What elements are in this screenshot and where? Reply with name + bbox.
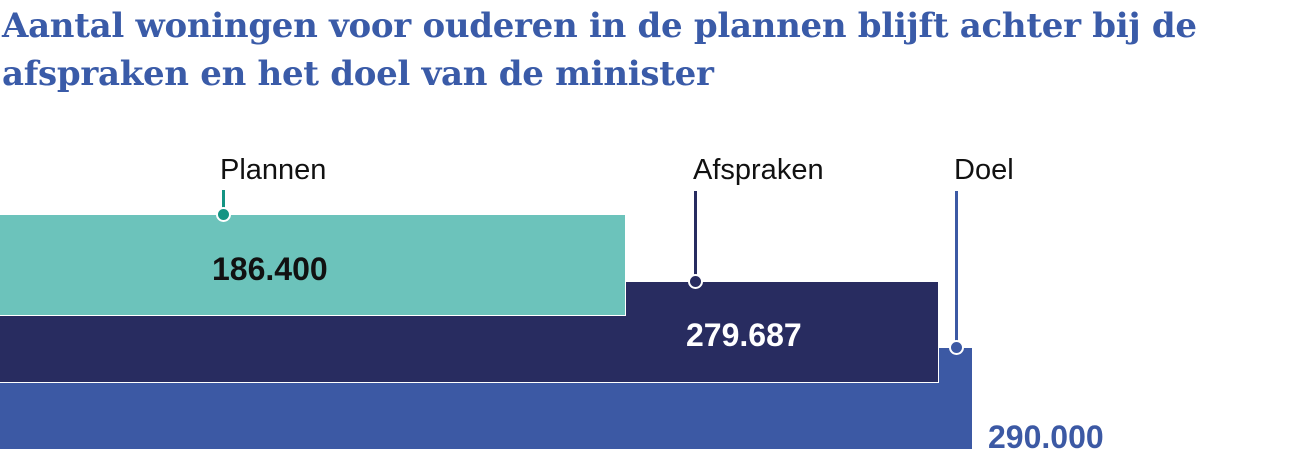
value-doel: 290.000 [988,419,1104,455]
chart-title-line-1: Aantal woningen voor ouderen in de plann… [2,6,1197,46]
leader-dot-doel [949,340,964,355]
value-plannen: 186.400 [212,251,328,287]
value-afspraken: 279.687 [686,317,802,353]
chart-title-line-2: afspraken en het doel van de minister [2,54,714,94]
label-plannen: Plannen [220,154,327,186]
leader-line-afspraken [694,191,697,281]
label-afspraken: Afspraken [693,154,824,186]
chart-title: Aantal woningen voor ouderen in de plann… [2,2,1297,98]
leader-dot-plannen [216,207,231,222]
leader-line-plannen [222,190,225,214]
label-doel: Doel [954,154,1014,186]
leader-line-doel [955,191,958,347]
bar-plannen [0,214,626,316]
leader-dot-afspraken [688,274,703,289]
